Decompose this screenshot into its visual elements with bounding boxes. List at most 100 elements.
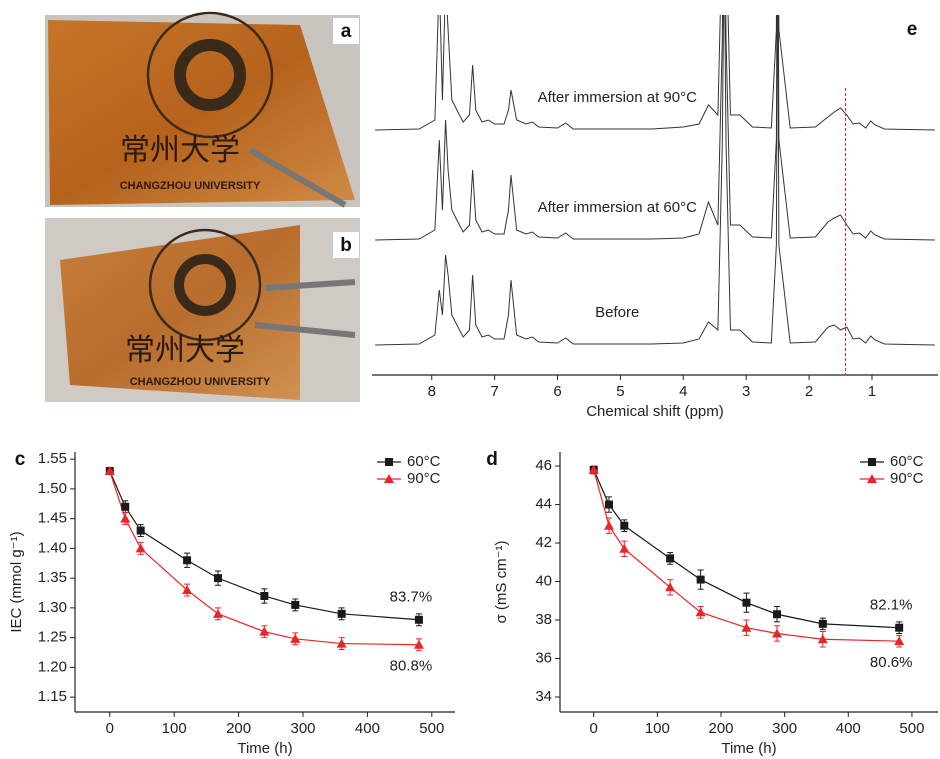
membrane: [48, 20, 355, 205]
marker: [620, 521, 629, 530]
marker: [604, 520, 614, 530]
series-line: [375, 15, 935, 131]
marker: [121, 502, 130, 511]
legend-marker: [867, 474, 877, 483]
plot-area: [375, 15, 935, 346]
marker: [336, 638, 347, 648]
marker: [260, 591, 269, 600]
x-tick-label: 2: [805, 383, 813, 400]
x-tick-label: 300: [772, 720, 797, 737]
label-box: [333, 18, 359, 44]
legend-marker: [384, 474, 394, 483]
marker: [213, 574, 222, 583]
series-line: [593, 469, 900, 642]
y-tick-label: 1.25: [38, 629, 67, 646]
photo-text: 常州大学: [120, 134, 240, 167]
logo-mark: [174, 39, 246, 111]
series-label: Before: [595, 304, 639, 321]
x-tick-label: 500: [419, 720, 444, 737]
x-tick-label: 500: [899, 720, 924, 737]
marker: [772, 628, 782, 638]
y-tick-label: 1.30: [38, 599, 67, 616]
end-label: 83.7%: [390, 589, 433, 606]
end-label: 80.6%: [870, 654, 913, 671]
marker: [817, 634, 828, 644]
legend-label: 90°C: [407, 470, 441, 487]
membrane: [60, 225, 300, 400]
marker: [741, 622, 752, 632]
x-tick-label: 100: [645, 720, 670, 737]
y-tick-label: 34: [535, 688, 552, 705]
photo-b: 常州大学 CHANGZHOU UNIVERSITY b: [45, 218, 360, 402]
logo-ring: [146, 11, 274, 139]
x-tick-label: 0: [106, 720, 114, 737]
marker: [212, 608, 223, 618]
x-tick-label: 4: [679, 383, 687, 400]
logo-mark: [174, 254, 236, 316]
marker: [120, 513, 131, 523]
y-tick-label: 1.45: [38, 510, 67, 527]
label-box: [333, 232, 359, 258]
plot-area: [590, 465, 903, 648]
marker: [895, 623, 904, 632]
marker: [337, 609, 346, 618]
marker: [605, 500, 613, 509]
marker: [291, 600, 300, 609]
tweezers: [248, 147, 347, 208]
y-tick-label: 46: [535, 457, 552, 474]
photo-text: CHANGZHOU UNIVERSITY: [130, 376, 271, 388]
end-label: 82.1%: [870, 597, 913, 614]
legend-marker: [868, 458, 876, 466]
y-tick-label: 38: [535, 611, 552, 628]
y-tick-label: 42: [535, 534, 552, 551]
x-tick-label: 400: [355, 720, 380, 737]
photo-text: 常州大学: [125, 334, 245, 367]
series-line: [109, 470, 419, 646]
y-tick-label: 1.40: [38, 539, 67, 556]
legend-label: 60°C: [407, 453, 441, 470]
photo-a: 常州大学 CHANGZHOU UNIVERSITY a: [45, 11, 360, 208]
x-tick-label: 300: [290, 720, 315, 737]
y-tick-label: 1.50: [38, 480, 67, 497]
legend-label: 90°C: [890, 470, 924, 487]
photo-text: CHANGZHOU UNIVERSITY: [120, 180, 261, 192]
x-tick-label: 1: [868, 383, 876, 400]
series-line: [375, 15, 935, 346]
marker: [104, 466, 115, 476]
marker: [665, 582, 676, 592]
marker: [894, 636, 905, 646]
series-line: [375, 15, 935, 241]
x-tick-label: 3: [742, 383, 750, 400]
tweezers: [264, 279, 356, 291]
marker: [818, 619, 827, 628]
x-tick-label: 400: [836, 720, 861, 737]
x-axis-label: Time (h): [721, 740, 776, 757]
marker: [182, 585, 193, 595]
series-label: After immersion at 60°C: [538, 199, 698, 216]
y-tick-label: 1.15: [38, 688, 67, 705]
x-tick-label: 200: [708, 720, 733, 737]
panel-label: b: [340, 235, 352, 256]
y-axis-label: IEC (mmol g⁻¹): [8, 531, 25, 632]
y-tick-label: 1.35: [38, 569, 67, 586]
marker: [135, 543, 146, 553]
marker: [588, 464, 599, 474]
panel-label: c: [15, 449, 26, 470]
y-tick-label: 1.20: [38, 658, 67, 675]
panel-label: e: [907, 19, 918, 40]
legend-marker: [385, 458, 393, 466]
marker: [414, 615, 423, 624]
x-tick-label: 100: [162, 720, 187, 737]
y-axis-label: σ (mS cm⁻¹): [493, 541, 510, 624]
series-label: After immersion at 90°C: [538, 89, 698, 106]
marker: [696, 575, 705, 584]
legend-label: 60°C: [890, 453, 924, 470]
marker: [183, 556, 192, 565]
marker: [259, 626, 270, 636]
marker: [695, 607, 706, 617]
x-tick-label: 6: [553, 383, 561, 400]
x-tick-label: 8: [428, 383, 436, 400]
y-tick-label: 44: [535, 496, 552, 513]
end-label: 80.8%: [390, 658, 433, 675]
marker: [413, 639, 424, 649]
